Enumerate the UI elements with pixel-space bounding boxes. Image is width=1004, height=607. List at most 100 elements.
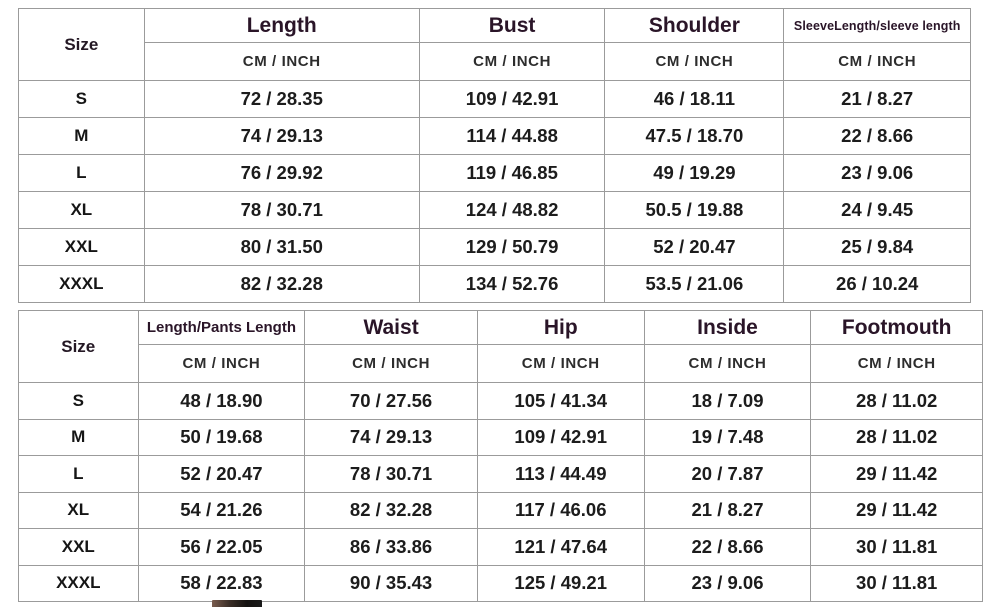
measurement-cell: 124 / 48.82 <box>418 191 606 229</box>
table-row: XXL 56 / 22.05 86 / 33.86 121 / 47.64 22 / 8… <box>18 528 983 566</box>
footmouth-column-header: Footmouth <box>810 310 983 345</box>
size-cell: XL <box>18 191 145 229</box>
size-cell: XXL <box>18 528 139 566</box>
table-row: L 76 / 29.92 119 / 46.85 49 / 19.29 23 / 9.0… <box>18 154 971 192</box>
measurement-cell: 119 / 46.85 <box>418 154 606 192</box>
table-row: XL 54 / 21.26 82 / 32.28 117 / 46.06 21 / 8.… <box>18 491 983 529</box>
measurement-cell: 78 / 30.71 <box>304 455 478 493</box>
unit-label: CM / INCH <box>137 344 306 383</box>
measurement-cell: 26 / 10.24 <box>783 265 971 303</box>
size-column-header: Size <box>18 310 139 383</box>
measurement-cell: 90 / 35.43 <box>304 564 478 602</box>
cropped-photo-edge <box>212 600 262 607</box>
measurement-cell: 18 / 7.09 <box>643 382 812 420</box>
size-cell: XXXL <box>18 564 139 602</box>
measurement-cell: 52 / 20.47 <box>604 228 785 266</box>
measurement-cell: 134 / 52.76 <box>418 265 606 303</box>
measurement-cell: 48 / 18.90 <box>137 382 306 420</box>
pants-size-chart-table: Size Length/Pants Length Waist Hip Insid… <box>18 310 983 602</box>
measurement-cell: 109 / 42.91 <box>476 418 645 456</box>
measurement-cell: 24 / 9.45 <box>783 191 971 229</box>
unit-label: CM / INCH <box>418 42 606 81</box>
measurement-cell: 28 / 11.02 <box>810 382 983 420</box>
measurement-cell: 28 / 11.02 <box>810 418 983 456</box>
size-cell: L <box>18 455 139 493</box>
unit-label: CM / INCH <box>476 344 645 383</box>
measurement-cell: 50 / 19.68 <box>137 418 306 456</box>
measurement-cell: 129 / 50.79 <box>418 228 606 266</box>
unit-label: CM / INCH <box>604 42 785 81</box>
unit-label: CM / INCH <box>643 344 812 383</box>
size-cell: S <box>18 382 139 420</box>
unit-label: CM / INCH <box>783 42 971 81</box>
measurement-cell: 25 / 9.84 <box>783 228 971 266</box>
measurement-cell: 20 / 7.87 <box>643 455 812 493</box>
measurement-cell: 82 / 32.28 <box>304 491 478 529</box>
table-row: S 72 / 28.35 109 / 42.91 46 / 18.11 21 / 8.2… <box>18 80 971 118</box>
measurement-cell: 19 / 7.48 <box>643 418 812 456</box>
inside-column-header: Inside <box>643 310 812 345</box>
measurement-cell: 82 / 32.28 <box>143 265 420 303</box>
measurement-cell: 56 / 22.05 <box>137 528 306 566</box>
size-cell: XXL <box>18 228 145 266</box>
measurement-cell: 80 / 31.50 <box>143 228 420 266</box>
hip-column-header: Hip <box>476 310 645 345</box>
measurement-cell: 21 / 8.27 <box>783 80 971 118</box>
measurement-cell: 125 / 49.21 <box>476 564 645 602</box>
measurement-cell: 74 / 29.13 <box>143 117 420 155</box>
measurement-cell: 23 / 9.06 <box>783 154 971 192</box>
table-row: XL 78 / 30.71 124 / 48.82 50.5 / 19.88 24 / … <box>18 191 971 229</box>
measurement-cell: 46 / 18.11 <box>604 80 785 118</box>
measurement-cell: 29 / 11.42 <box>810 491 983 529</box>
measurement-cell: 76 / 29.92 <box>143 154 420 192</box>
unit-row: CM / INCH CM / INCH CM / INCH CM / INCH <box>19 42 971 81</box>
measurement-cell: 47.5 / 18.70 <box>604 117 785 155</box>
measurement-cell: 117 / 46.06 <box>476 491 645 529</box>
measurement-cell: 109 / 42.91 <box>418 80 606 118</box>
sleeve-length-column-header: SleeveLength/sleeve length <box>783 8 971 43</box>
measurement-cell: 21 / 8.27 <box>643 491 812 529</box>
measurement-cell: 72 / 28.35 <box>143 80 420 118</box>
waist-column-header: Waist <box>304 310 478 345</box>
table-row: M 50 / 19.68 74 / 29.13 109 / 42.91 19 / 7.4… <box>18 418 983 456</box>
measurement-cell: 54 / 21.26 <box>137 491 306 529</box>
length-column-header: Length <box>143 8 420 43</box>
unit-row: CM / INCH CM / INCH CM / INCH CM / INCH … <box>19 344 983 383</box>
measurement-cell: 49 / 19.29 <box>604 154 785 192</box>
measurement-cell: 113 / 44.49 <box>476 455 645 493</box>
shoulder-column-header: Shoulder <box>604 8 785 43</box>
size-cell: M <box>18 117 145 155</box>
size-cell: XXXL <box>18 265 145 303</box>
size-cell: M <box>18 418 139 456</box>
size-cell: S <box>18 80 145 118</box>
table-row: S 48 / 18.90 70 / 27.56 105 / 41.34 18 / 7.0… <box>18 382 983 420</box>
measurement-cell: 114 / 44.88 <box>418 117 606 155</box>
header-row: Size Length/Pants Length Waist Hip Insid… <box>18 310 983 383</box>
measurement-cell: 105 / 41.34 <box>476 382 645 420</box>
tops-size-chart-table: Size Length Bust Shoulder SleeveLength/s… <box>18 8 971 303</box>
measurement-cell: 50.5 / 19.88 <box>604 191 785 229</box>
table-row: XXL 80 / 31.50 129 / 50.79 52 / 20.47 25 / 9… <box>18 228 971 266</box>
bust-column-header: Bust <box>418 8 606 43</box>
measurement-cell: 22 / 8.66 <box>783 117 971 155</box>
measurement-cell: 30 / 11.81 <box>810 528 983 566</box>
measurement-cell: 52 / 20.47 <box>137 455 306 493</box>
measurement-cell: 23 / 9.06 <box>643 564 812 602</box>
measurement-cell: 53.5 / 21.06 <box>604 265 785 303</box>
header-row: Size Length Bust Shoulder SleeveLength/s… <box>18 8 971 81</box>
table-row: XXXL 82 / 32.28 134 / 52.76 53.5 / 21.06 26 … <box>18 265 971 303</box>
measurement-cell: 78 / 30.71 <box>143 191 420 229</box>
table-row: XXXL 58 / 22.83 90 / 35.43 125 / 49.21 23 / … <box>18 564 983 602</box>
measurement-cell: 70 / 27.56 <box>304 382 478 420</box>
size-cell: XL <box>18 491 139 529</box>
measurement-cell: 121 / 47.64 <box>476 528 645 566</box>
unit-label: CM / INCH <box>304 344 478 383</box>
size-column-header: Size <box>18 8 145 81</box>
unit-label: CM / INCH <box>810 344 983 383</box>
measurement-cell: 74 / 29.13 <box>304 418 478 456</box>
table-row: L 52 / 20.47 78 / 30.71 113 / 44.49 20 / 7.8… <box>18 455 983 493</box>
table-row: M 74 / 29.13 114 / 44.88 47.5 / 18.70 22 / 8… <box>18 117 971 155</box>
pants-length-column-header: Length/Pants Length <box>137 310 306 345</box>
measurement-cell: 29 / 11.42 <box>810 455 983 493</box>
